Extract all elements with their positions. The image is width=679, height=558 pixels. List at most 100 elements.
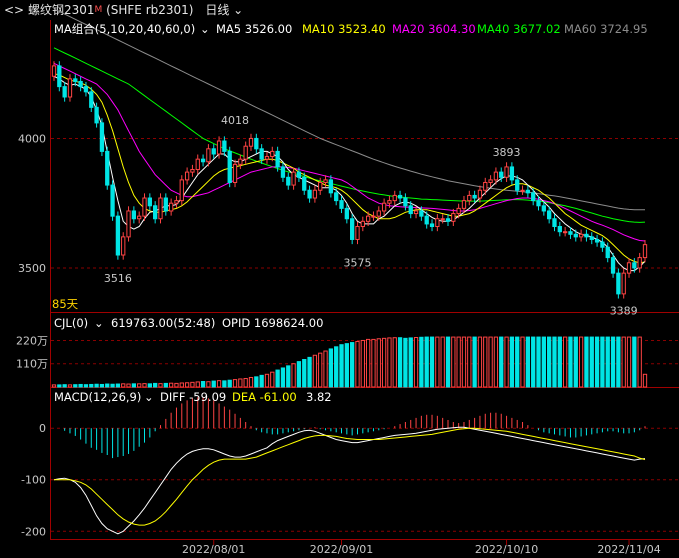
y-axis-ticks: 4000 3500 220万 110万 0 -100 -200: [16, 132, 48, 538]
volume-bar: [153, 382, 158, 388]
candle-body: [429, 223, 435, 228]
volume-bar: [211, 380, 216, 388]
candle-body: [547, 210, 552, 220]
volume-bar: [557, 336, 562, 388]
volume-bar: [158, 383, 163, 388]
volume-bar: [472, 336, 477, 388]
candle-body: [616, 272, 621, 295]
arrows-icon[interactable]: <>: [4, 3, 25, 17]
candle-body: [350, 218, 355, 240]
candle-body: [435, 218, 440, 228]
macd-tick-label: -200: [21, 525, 46, 538]
volume-bar: [642, 373, 648, 388]
ma40-label: MA40 3677.02: [477, 22, 561, 36]
candle-body: [573, 233, 578, 238]
candle-body: [536, 200, 541, 207]
candle-body: [302, 176, 307, 191]
candle-body: [525, 189, 531, 194]
candle-body: [216, 140, 222, 155]
macd-histogram-value: 3.82: [306, 390, 332, 404]
candle-body: [67, 78, 73, 98]
volume-bar: [461, 336, 467, 388]
period-selector[interactable]: 日线 ⌄: [205, 3, 243, 17]
ma20-label: MA20 3604.30: [392, 22, 476, 36]
volume-bar: [451, 336, 456, 388]
volume-bar: [435, 336, 440, 388]
price-tick-label: 3500: [18, 262, 46, 275]
volume-bar: [376, 338, 381, 388]
candle-body: [248, 137, 254, 147]
candle-body: [392, 194, 397, 202]
vol-legend-title[interactable]: CJL(0): [54, 316, 88, 330]
volume-bar: [121, 383, 126, 388]
volume-bar: [222, 380, 227, 388]
ma-legend-chevron-icon[interactable]: ⌄: [200, 22, 210, 36]
volume-bar: [243, 378, 248, 388]
volume-bar: [350, 342, 355, 388]
x-tick-label: 2022/11/04: [597, 543, 660, 556]
candle-body: [371, 215, 376, 218]
volume-bar: [632, 336, 637, 388]
volume-bar: [360, 339, 365, 388]
volume-bar: [397, 337, 403, 388]
candle-body: [632, 262, 637, 269]
dea-line: [54, 427, 646, 526]
volume-bar: [381, 337, 387, 388]
candle-body: [440, 218, 445, 221]
days-label: 85天: [52, 297, 79, 311]
candle-body: [445, 218, 451, 222]
volume-bar: [568, 336, 573, 388]
candle-body: [110, 184, 115, 217]
volume-bar: [57, 384, 62, 388]
candle-body: [584, 233, 589, 238]
candle-body: [605, 246, 610, 259]
candle-body: [499, 171, 504, 178]
candle-body: [232, 163, 238, 183]
grid-lines: [51, 137, 679, 545]
symbol-title[interactable]: <> 螺纹钢2301M (SHFE rb2301) 日线 ⌄: [4, 0, 243, 20]
vol-cjl-value: 619763.00(52:48): [111, 316, 215, 330]
volume-bar: [254, 376, 259, 388]
candle-body: [589, 236, 594, 240]
volume-bar: [232, 379, 238, 388]
candle-body: [562, 231, 568, 234]
volume-bar: [525, 336, 531, 388]
volume-bar: [456, 336, 461, 388]
volume-bar: [238, 378, 243, 388]
symbol-mark: M: [94, 5, 103, 15]
candle-body: [610, 257, 616, 274]
volume-bar: [264, 373, 270, 388]
volume-bar: [259, 374, 264, 388]
candle-body: [190, 169, 195, 173]
ma-lines: [53, 8, 646, 272]
volume-bar: [195, 381, 200, 388]
candle-body: [195, 158, 200, 171]
candle-body: [557, 226, 562, 233]
x-tick-label: 2022/10/10: [475, 543, 538, 556]
ma-legend-title[interactable]: MA组合(5,10,20,40,60,0): [54, 22, 195, 36]
macd-dea-value: DEA -61.00: [232, 390, 297, 404]
candle-body: [179, 179, 184, 202]
candle-body: [387, 200, 392, 204]
candle-body: [296, 171, 302, 178]
title-bar: <> 螺纹钢2301M (SHFE rb2301) 日线 ⌄: [0, 0, 679, 20]
volume-bar: [184, 382, 190, 388]
vol-legend-chevron-icon[interactable]: ⌄: [94, 316, 104, 330]
candle-body: [227, 150, 232, 183]
volume-bar: [110, 383, 115, 388]
macd-lines: [53, 426, 646, 535]
volume-bar: [200, 381, 206, 388]
volume-bar: [296, 361, 302, 388]
candle-body: [621, 272, 626, 295]
volume-bar: [499, 336, 504, 388]
volume-bar: [323, 350, 328, 388]
macd-legend-title[interactable]: MACD(12,26,9): [54, 390, 141, 404]
candle-body: [254, 137, 259, 150]
price-annotation: 3389: [610, 305, 638, 318]
volume-bar: [515, 336, 520, 388]
candle-body: [531, 192, 536, 202]
macd-legend-chevron-icon[interactable]: ⌄: [144, 390, 154, 404]
volume-bar: [344, 343, 349, 388]
price-annotation: 3893: [493, 146, 521, 159]
